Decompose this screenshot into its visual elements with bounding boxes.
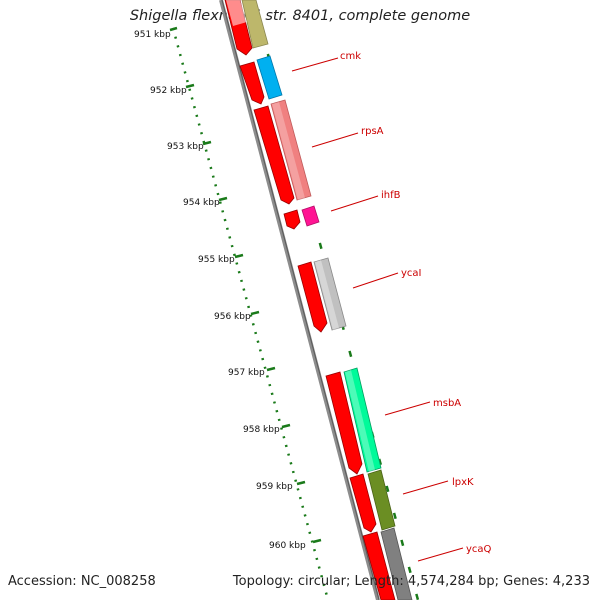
ruler-tick-label: 955 kbp [198, 255, 235, 265]
ruler-tick-label: 951 kbp [134, 30, 171, 40]
ruler-tick [202, 140, 212, 146]
gene-block [301, 205, 320, 227]
gene-ycaI[interactable]: ycaI [297, 257, 422, 333]
gene-block [343, 367, 382, 473]
gene-msbA[interactable]: msbA [325, 367, 461, 475]
gene-label: msbA [433, 398, 461, 409]
ruler-tick [296, 480, 306, 486]
gene-block [313, 257, 347, 331]
gene-label: lpxK [452, 477, 474, 488]
partial-feature-top [224, 0, 269, 56]
gene-lpxK[interactable]: lpxK [349, 469, 474, 533]
gene-label: ycaQ [466, 544, 492, 555]
cds-arrow [349, 473, 377, 533]
cds-arrow [297, 261, 328, 333]
ruler-tick-label: 960 kbp [269, 541, 306, 551]
ruler-tick [169, 26, 178, 32]
gene-block [256, 55, 283, 100]
cds-arrow [325, 371, 363, 475]
ruler-tick-label: 957 kbp [228, 368, 265, 378]
gene-label-leader [311, 132, 359, 148]
ruler-tick-label: 956 kbp [214, 312, 251, 322]
page-title: Shigella flexneri 5 str. 8401, complete … [129, 8, 471, 24]
ruler-tick [250, 310, 260, 316]
ruler-tick-label: 953 kbp [167, 142, 204, 152]
cds-arrow [253, 105, 295, 205]
gene-label-leader [384, 401, 431, 416]
gene-label: rpsA [361, 126, 384, 137]
ruler-tick-label: 952 kbp [150, 86, 187, 96]
ruler-tick-label: 954 kbp [183, 198, 220, 208]
gene-label: ihfB [381, 190, 401, 201]
gene-ihfB[interactable]: ihfB [283, 190, 401, 230]
gene-ycaQ[interactable]: ycaQ [362, 527, 492, 600]
ruler-tick [185, 83, 195, 89]
accession-label: Accession: NC_008258 [8, 574, 156, 589]
ruler-tick [281, 423, 291, 429]
ruler-tick [266, 366, 276, 372]
gene-cmk[interactable]: cmk [239, 51, 361, 105]
ruler-tick [234, 253, 244, 259]
genome-summary: Topology: circular; Length: 4,574,284 bp… [232, 574, 590, 589]
gene-block [367, 469, 396, 531]
ruler-tick [218, 196, 228, 202]
gene-label-leader [352, 272, 399, 289]
gene-label: ycaI [401, 268, 422, 279]
ruler-tick-label: 958 kbp [243, 425, 280, 435]
gene-block [270, 99, 312, 201]
ruler-tick-label: 959 kbp [256, 482, 293, 492]
gene-label-leader [330, 195, 379, 212]
ruler-ticks: 951 kbp 952 kbp 953 kbp 954 kbp 955 kbp … [134, 26, 322, 551]
ruler-tick [312, 538, 322, 544]
gene-block [380, 527, 413, 600]
gene-rpsA[interactable]: rpsA [253, 99, 384, 205]
genome-backbone [219, 0, 380, 600]
gene-label-leader [417, 547, 464, 562]
cds-arrow [283, 209, 301, 230]
gene-label-leader [402, 480, 449, 495]
cds-arrow [362, 531, 396, 600]
cds-arrow [239, 61, 265, 105]
gene-label: cmk [340, 51, 361, 62]
gene-label-leader [291, 57, 339, 72]
